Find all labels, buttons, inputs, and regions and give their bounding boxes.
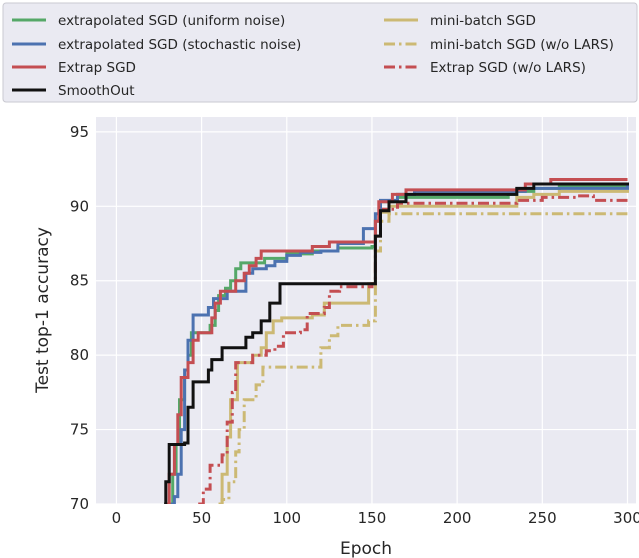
y-axis-label: Test top-1 accuracy (33, 227, 53, 394)
legend-label-6: Extrap SGD (w/o LARS) (430, 60, 586, 76)
y-tick-label: 90 (70, 197, 89, 215)
y-tick-label: 85 (70, 272, 89, 290)
series-line-3 (164, 182, 629, 504)
legend-label-2: Extrap SGD (58, 60, 136, 76)
y-tick-label: 70 (70, 495, 89, 513)
y-tick-label: 75 (70, 421, 89, 439)
legend: extrapolated SGD (uniform noise) extrapol… (2, 2, 638, 103)
x-tick-label: 300 (613, 509, 639, 527)
series-line-6 (198, 194, 628, 504)
legend-label-3: SmoothOut (58, 83, 135, 99)
gridlines (96, 117, 636, 505)
legend-label-5: mini-batch SGD (w/o LARS) (430, 37, 614, 53)
x-tick-label: 50 (192, 509, 211, 527)
plot-background (96, 117, 636, 504)
x-tick-label: 200 (443, 509, 472, 527)
legend-label-0: extrapolated SGD (uniform noise) (58, 13, 285, 29)
series-lines (164, 178, 629, 504)
series-line-2 (165, 178, 628, 504)
x-tick-label: 250 (528, 509, 557, 527)
legend-label-1: extrapolated SGD (stochastic noise) (58, 37, 301, 53)
series-line-5 (218, 212, 629, 504)
x-tick-label: 100 (272, 509, 301, 527)
y-tick-label: 95 (70, 123, 89, 141)
y-tick-label: 80 (70, 346, 89, 364)
x-tick-label: 0 (112, 509, 122, 527)
x-tick-label: 150 (358, 509, 387, 527)
plot-area: 0 50 100 150 200 250 300 70 75 80 85 90 95 (70, 117, 639, 527)
tick-labels: 0 50 100 150 200 250 300 70 75 80 85 90 95 (70, 123, 639, 527)
legend-box (2, 2, 638, 103)
x-axis-label: Epoch (340, 539, 392, 558)
legend-label-4: mini-batch SGD (430, 13, 536, 29)
